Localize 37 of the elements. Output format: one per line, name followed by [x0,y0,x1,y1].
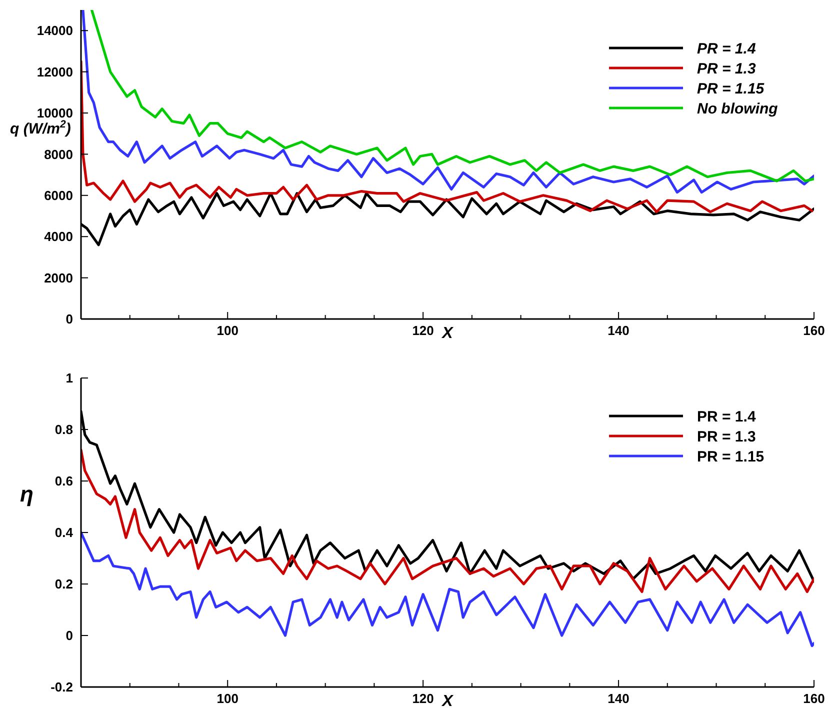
legend-label: No blowing [697,100,778,118]
y-axis-title: q (W/m$^{2}$) [10,118,71,138]
line-series [81,531,814,648]
y-tick-label: 4000 [44,229,73,244]
y-tick-label: 12000 [36,64,73,80]
x-tick-label: 160 [803,323,825,338]
x-tick-label: 120 [412,691,434,706]
y-tick-label: 6000 [44,188,73,203]
y-tick-label: 10000 [36,106,73,121]
y-tick-label: 2000 [44,270,73,286]
legend-label: PR = 1.15 [697,448,764,466]
x-tick-label: 120 [412,323,434,338]
legend-label: PR = 1.3 [697,60,756,78]
y-tick-label: 0.8 [54,422,73,438]
legend-label: PR = 1.15 [697,80,765,98]
y-axis-title: η [20,482,34,507]
line-series [81,448,814,594]
y-tick-label: 8000 [44,146,73,162]
y-tick-label: 14000 [36,23,73,38]
y-tick-label: 0.4 [54,525,74,540]
legend-label: PR = 1.3 [697,428,756,446]
y-tick-label: -0.2 [50,680,73,695]
y-tick-label: 1 [66,370,73,386]
x-tick-label: 100 [216,691,238,706]
line-series [81,60,814,214]
x-axis-title: X [441,693,454,708]
x-tick-label: 140 [608,691,630,706]
x-tick-label: 160 [803,691,825,706]
x-axis-title: X [441,325,454,342]
x-tick-label: 100 [216,323,238,338]
legend-label: PR = 1.4 [697,40,756,58]
legend-label: PR = 1.4 [697,408,756,426]
y-tick-label: 0.6 [54,474,73,489]
x-tick-label: 140 [608,323,630,338]
y-tick-label: 0 [66,628,73,644]
y-tick-label: 0.2 [54,576,73,592]
y-tick-label: 0 [66,312,73,327]
